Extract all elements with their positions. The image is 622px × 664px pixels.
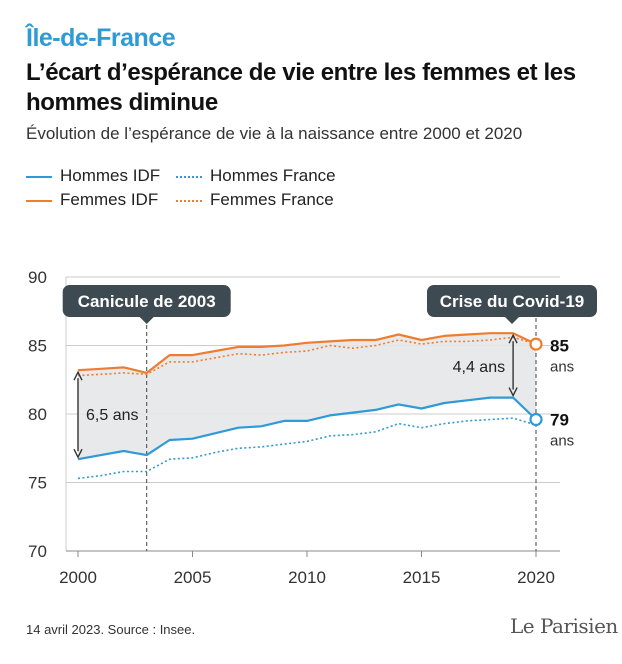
legend-swatch-hommes-idf: [26, 176, 52, 178]
end-value-hommes: 79: [550, 410, 569, 429]
covid-callout-pointer: [505, 317, 519, 324]
y-tick-label: 75: [28, 474, 47, 493]
y-tick-label: 85: [28, 337, 47, 356]
canicule-callout-pointer: [139, 317, 154, 324]
legend-swatch-femmes-idf: [26, 200, 52, 202]
source-note: 14 avril 2023. Source : Insee.: [26, 622, 196, 637]
series-line-hommes-france: [77, 417, 537, 480]
legend-femmes-france: Femmes France: [210, 190, 334, 209]
gap-label-2000: 6,5 ans: [86, 407, 138, 424]
series-line-hommes-idf: [77, 396, 537, 461]
kicker: Île-de-France: [26, 24, 176, 52]
canicule-callout-label: Canicule de 2003: [78, 292, 216, 311]
x-tick-label: 2015: [403, 568, 441, 587]
le-parisien-logo: Le Parisien: [510, 614, 618, 638]
end-value-femmes: 85: [550, 337, 569, 356]
legend-hommes-idf: Hommes IDF: [60, 166, 161, 185]
gap-arrow-2000-head-top: [73, 370, 83, 381]
x-tick-label: 2005: [174, 568, 212, 587]
chart-subtitle: Évolution de l’espérance de vie à la nai…: [26, 124, 523, 143]
y-tick-label: 80: [28, 405, 47, 424]
canicule-callout-box: [62, 285, 231, 317]
end-marker-hommes: [529, 412, 543, 427]
chart-title: L’écart d’espérance de vie entre les fem…: [26, 59, 576, 116]
y-tick-label: 70: [28, 542, 47, 561]
x-tick-label: 2000: [59, 568, 97, 587]
gap-arrow-2019-head-bottom: [508, 387, 518, 398]
x-tick-label: 2020: [517, 568, 555, 587]
legend-hommes-france: Hommes France: [210, 166, 336, 185]
gap-arrow-2000-head-bottom: [73, 448, 83, 459]
end-unit-hommes: ans: [550, 432, 574, 449]
legend-femmes-idf: Femmes IDF: [60, 190, 159, 209]
gap-label-2019: 4,4 ans: [453, 359, 505, 376]
legend-swatch-hommes-france: [176, 176, 202, 178]
y-tick-label: 90: [28, 268, 47, 287]
end-marker-femmes: [529, 337, 543, 351]
series-line-femmes-france: [77, 336, 537, 377]
end-unit-femmes: ans: [550, 359, 574, 376]
series-line-femmes-idf: [77, 332, 537, 374]
legend-swatch-femmes-france: [176, 200, 202, 202]
x-tick-label: 2010: [288, 568, 326, 587]
covid-callout-label: Crise du Covid-19: [440, 292, 585, 311]
covid-callout-box: [427, 285, 597, 317]
gap-arrow-2019-head-top: [508, 333, 518, 344]
gap-band: [78, 333, 536, 460]
